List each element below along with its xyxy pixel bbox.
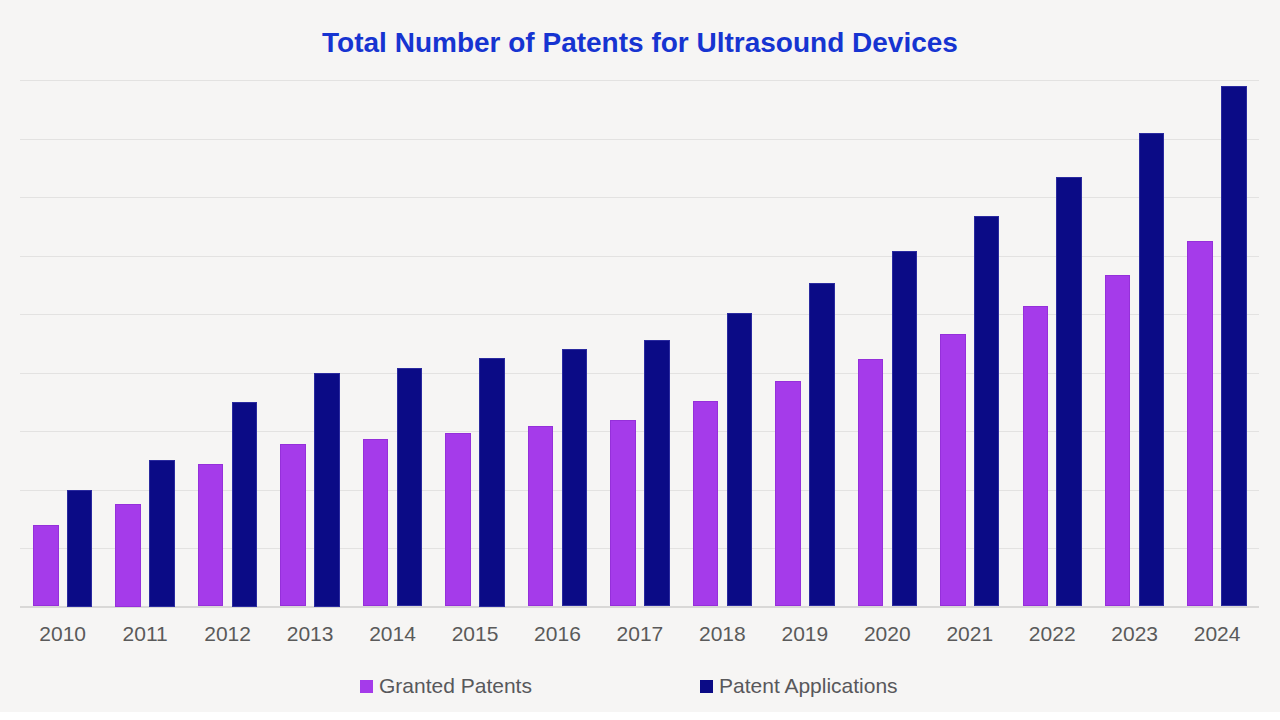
- gridline: [20, 139, 1259, 140]
- plot-area: 2010201120122013201420152016201720182019…: [0, 0, 1280, 720]
- bar-applications-2024[interactable]: [1221, 86, 1247, 607]
- bar-granted-2023[interactable]: [1105, 275, 1131, 606]
- bar-granted-2016[interactable]: [528, 426, 554, 607]
- bar-applications-2014[interactable]: [397, 368, 423, 607]
- bar-granted-2018[interactable]: [693, 401, 719, 606]
- legend-item-patent-applications: Patent Applications: [700, 673, 898, 699]
- bar-applications-2016[interactable]: [562, 349, 588, 606]
- bar-granted-2022[interactable]: [1023, 306, 1049, 607]
- bar-granted-2012[interactable]: [198, 464, 224, 607]
- bar-applications-2013[interactable]: [314, 373, 340, 607]
- x-tick-label-2021: 2021: [930, 622, 1010, 646]
- bar-applications-2022[interactable]: [1056, 177, 1082, 607]
- bar-applications-2020[interactable]: [892, 251, 918, 606]
- bar-granted-2021[interactable]: [940, 334, 966, 607]
- bar-granted-2013[interactable]: [280, 444, 306, 607]
- bar-granted-2010[interactable]: [33, 525, 59, 607]
- x-tick-label-2016: 2016: [517, 622, 597, 646]
- bar-granted-2011[interactable]: [115, 504, 141, 606]
- bar-applications-2011[interactable]: [149, 460, 175, 606]
- x-tick-label-2024: 2024: [1177, 622, 1257, 646]
- bar-applications-2021[interactable]: [974, 216, 1000, 607]
- bar-granted-2020[interactable]: [858, 359, 884, 606]
- bar-granted-2024[interactable]: [1187, 241, 1213, 606]
- x-tick-label-2010: 2010: [23, 622, 103, 646]
- bottom-strip: [0, 712, 1280, 720]
- bar-applications-2012[interactable]: [232, 402, 258, 607]
- x-tick-label-2012: 2012: [188, 622, 268, 646]
- x-tick-label-2022: 2022: [1012, 622, 1092, 646]
- x-tick-label-2023: 2023: [1095, 622, 1175, 646]
- legend-label: Granted Patents: [379, 674, 532, 698]
- bar-granted-2017[interactable]: [610, 420, 636, 606]
- x-tick-label-2018: 2018: [682, 622, 762, 646]
- x-tick-label-2015: 2015: [435, 622, 515, 646]
- granted-patents-swatch-icon: [360, 680, 373, 693]
- bar-applications-2017[interactable]: [644, 340, 670, 607]
- legend-item-granted-patents: Granted Patents: [360, 673, 532, 699]
- x-tick-label-2014: 2014: [353, 622, 433, 646]
- legend-label: Patent Applications: [719, 674, 898, 698]
- patent-applications-swatch-icon: [700, 680, 713, 693]
- x-tick-label-2011: 2011: [105, 622, 185, 646]
- bar-applications-2019[interactable]: [809, 283, 835, 607]
- bar-applications-2023[interactable]: [1139, 133, 1165, 606]
- x-tick-label-2020: 2020: [847, 622, 927, 646]
- x-tick-label-2013: 2013: [270, 622, 350, 646]
- x-tick-label-2019: 2019: [765, 622, 845, 646]
- chart-page: Total Number of Patents for Ultrasound D…: [0, 0, 1280, 720]
- x-tick-label-2017: 2017: [600, 622, 680, 646]
- bar-granted-2015[interactable]: [445, 433, 471, 607]
- bar-applications-2010[interactable]: [67, 490, 93, 607]
- bar-granted-2014[interactable]: [363, 439, 389, 607]
- bar-applications-2018[interactable]: [727, 313, 753, 607]
- bar-granted-2019[interactable]: [775, 381, 801, 606]
- gridline: [20, 80, 1259, 81]
- bar-applications-2015[interactable]: [479, 358, 505, 607]
- legend: Granted Patents Patent Applications: [0, 673, 1280, 699]
